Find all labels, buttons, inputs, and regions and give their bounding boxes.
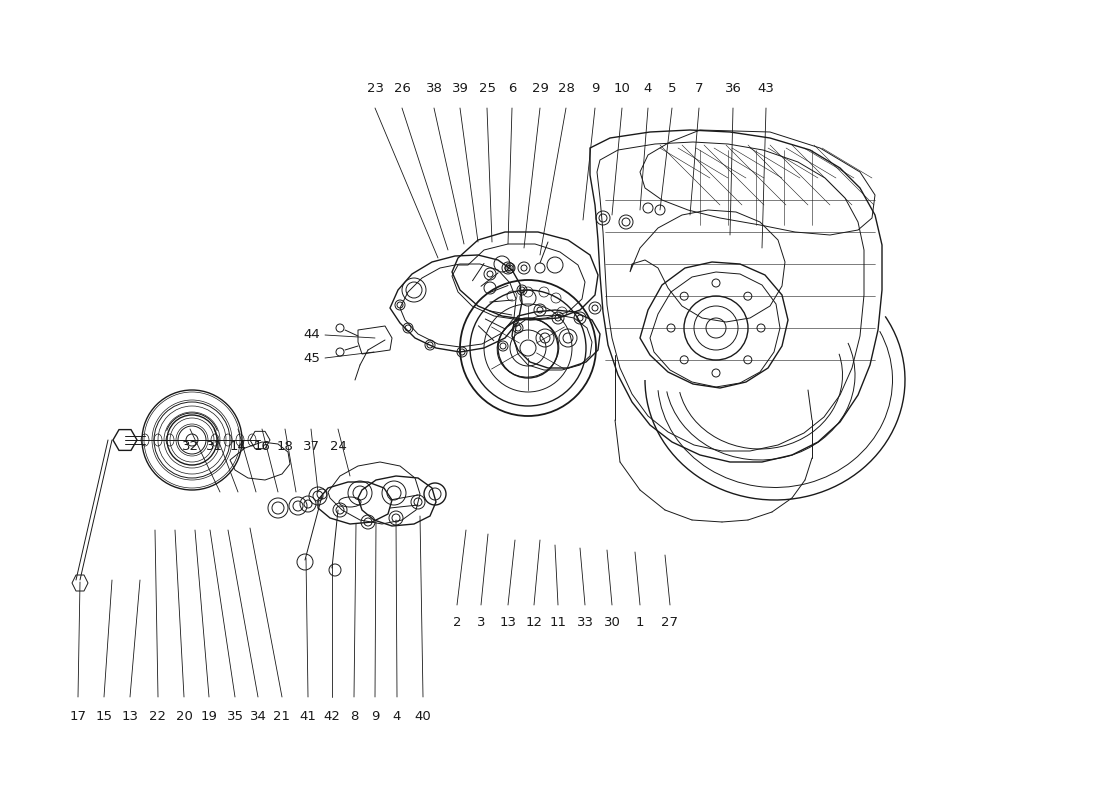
Text: 32: 32 — [182, 439, 198, 453]
Text: 31: 31 — [206, 439, 222, 453]
Text: 41: 41 — [299, 710, 317, 722]
Text: 9: 9 — [591, 82, 600, 94]
Text: 10: 10 — [614, 82, 630, 94]
Text: 2: 2 — [453, 615, 461, 629]
Text: 22: 22 — [150, 710, 166, 722]
Text: 28: 28 — [558, 82, 574, 94]
Text: 7: 7 — [695, 82, 703, 94]
Text: 17: 17 — [69, 710, 87, 722]
Text: 44: 44 — [304, 329, 320, 342]
Text: 33: 33 — [576, 615, 594, 629]
Text: 14: 14 — [230, 439, 246, 453]
Text: 29: 29 — [531, 82, 549, 94]
Text: 40: 40 — [415, 710, 431, 722]
Text: 38: 38 — [426, 82, 442, 94]
Text: 11: 11 — [550, 615, 566, 629]
Text: 35: 35 — [227, 710, 243, 722]
Text: 13: 13 — [499, 615, 517, 629]
Text: 12: 12 — [526, 615, 542, 629]
Text: 3: 3 — [476, 615, 485, 629]
Text: 34: 34 — [250, 710, 266, 722]
Text: 18: 18 — [276, 439, 294, 453]
Text: 20: 20 — [176, 710, 192, 722]
Text: 25: 25 — [478, 82, 495, 94]
Text: 26: 26 — [394, 82, 410, 94]
Text: 5: 5 — [668, 82, 676, 94]
Text: 30: 30 — [604, 615, 620, 629]
Text: 21: 21 — [274, 710, 290, 722]
Text: 6: 6 — [508, 82, 516, 94]
Text: 19: 19 — [200, 710, 218, 722]
Text: 27: 27 — [661, 615, 679, 629]
Text: 45: 45 — [304, 351, 320, 365]
Text: 36: 36 — [725, 82, 741, 94]
Text: 9: 9 — [371, 710, 380, 722]
Text: 13: 13 — [121, 710, 139, 722]
Text: 37: 37 — [302, 439, 319, 453]
Text: 1: 1 — [636, 615, 645, 629]
Text: 39: 39 — [452, 82, 469, 94]
Text: 16: 16 — [254, 439, 271, 453]
Text: 4: 4 — [393, 710, 402, 722]
Text: 43: 43 — [758, 82, 774, 94]
Text: 8: 8 — [350, 710, 359, 722]
Text: 23: 23 — [366, 82, 384, 94]
Text: 4: 4 — [644, 82, 652, 94]
Text: 42: 42 — [323, 710, 340, 722]
Text: 24: 24 — [330, 439, 346, 453]
Text: 15: 15 — [96, 710, 112, 722]
